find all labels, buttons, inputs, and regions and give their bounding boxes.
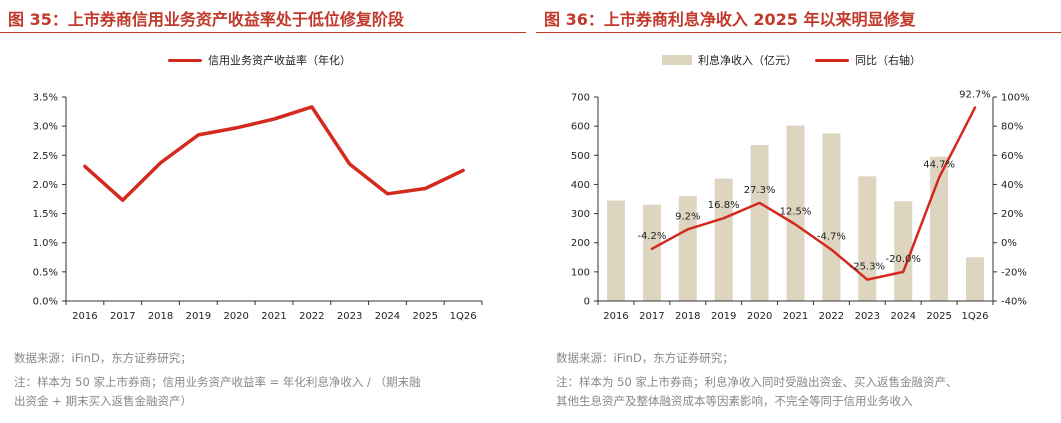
right-bar [894,201,913,301]
left-chart-svg: 0.0% 0.5% 1.0% 1.5% 2.0% 2.5% 3.0% 3.5% 2016 2017… [33,93,483,322]
right-chart-svg: 0 100 200 300 400 500 600 700 -40% -20% 0% 20% 40% 60… [571,90,1030,322]
right-x-tick-label: 2018 [675,311,700,322]
left-series-line [83,105,465,202]
left-y-tick-label: 3.0% [33,122,58,133]
right-yoy-data-label: 9.2% [675,211,700,222]
right-x-tick-label: 2017 [639,311,664,322]
left-y-tick-label: 0.5% [33,267,58,278]
right-legend-line-swatch [815,58,849,62]
left-x-tick-label: 2017 [110,311,135,322]
left-legend: 信用业务资产收益率（年化） [168,52,369,68]
left-note-line2: 出资金 + 期末买入返售金融资产） [14,394,192,408]
left-legend-label: 信用业务资产收益率（年化） [208,54,351,67]
right-note-line1: 注：样本为 50 家上市券商；利息净收入同时受融出资金、买入返售金融资产、 [556,375,958,389]
left-x-tick-label: 2024 [375,311,400,322]
right-y-left-tick-label: 100 [571,267,590,278]
right-y-left-tick-label: 400 [571,180,590,191]
left-x-tick-label: 2022 [299,311,324,322]
right-y-right-tick-label: 40% [1001,180,1023,191]
right-x-tick-label: 1Q26 [962,311,989,322]
right-y-left-tick-label: 600 [571,122,590,133]
left-x-tick-label: 2023 [337,311,362,322]
right-bar [822,133,841,301]
right-legend-line-item: 同比（右轴） [815,52,921,68]
left-y-tick-label: 2.5% [33,151,58,162]
right-yoy-line [650,106,977,281]
right-chart-panel: 图 36：上市券商利息净收入 2025 年以来明显修复 利息净收入（亿元） 同比… [536,0,1061,423]
right-bar [607,200,625,301]
right-legend-bar-item: 利息净收入（亿元） [662,52,797,68]
right-bar [786,125,805,301]
right-y-left-tick-label: 500 [571,151,590,162]
right-note-line2: 其他生息资产及整体融资成本等因素影响，不完全等同于信用业务收入 [556,394,913,408]
right-bar [966,257,984,301]
right-yoy-data-label: 12.5% [780,207,812,218]
right-y-right-tick-label: 60% [1001,151,1023,162]
right-bar [858,176,877,301]
left-legend-line-swatch [168,58,202,62]
left-chart-title: 图 35：上市券商信用业务资产收益率处于低位修复阶段 [8,10,404,29]
right-x-tick-label: 2019 [711,311,736,322]
left-y-tick-label: 2.0% [33,180,58,191]
right-chart-title: 图 36：上市券商利息净收入 2025 年以来明显修复 [544,10,916,29]
right-x-tick-label: 2016 [603,311,628,322]
left-title-rule [0,32,526,33]
right-yoy-data-label: -4.7% [817,232,846,243]
left-x-tick-label: 2016 [72,311,97,322]
right-title-rule [536,32,1061,33]
right-yoy-data-label: 27.3% [744,185,776,196]
right-legend-bar-swatch [662,55,692,65]
right-legend-line-label: 同比（右轴） [855,54,921,67]
right-yoy-data-label: 92.7% [959,90,991,101]
right-yoy-data-label: -25.3% [850,262,885,273]
left-x-tick-label: 2020 [223,311,248,322]
right-y-right-tick-label: -20% [1001,267,1027,278]
right-yoy-data-label: -20.0% [886,254,921,265]
right-bar [714,178,733,301]
right-yoy-data-label: -4.2% [637,231,666,242]
left-source: 数据来源：iFinD，东方证券研究； [14,351,192,365]
right-source: 数据来源：iFinD，东方证券研究； [556,351,734,365]
right-y-left-tick-label: 200 [571,238,590,249]
left-y-tick-label: 1.0% [33,238,58,249]
right-y-right-tick-label: 0% [1001,238,1017,249]
left-legend-item: 信用业务资产收益率（年化） [168,52,351,68]
right-y-right-tick-label: 20% [1001,209,1023,220]
left-chart-panel: 图 35：上市券商信用业务资产收益率处于低位修复阶段 信用业务资产收益率（年化）… [0,0,526,423]
left-x-tick-label: 1Q26 [450,311,477,322]
right-x-tick-label: 2020 [747,311,772,322]
right-y-left-tick-label: 0 [584,297,590,308]
left-y-tick-label: 3.5% [33,93,58,104]
right-x-tick-label: 2025 [926,311,951,322]
right-y-right-tick-label: 100% [1001,93,1030,104]
left-x-tick-label: 2025 [413,311,438,322]
right-x-tick-label: 2021 [783,311,808,322]
right-yoy-data-label: 44.7% [923,160,955,171]
left-x-tick-label: 2019 [186,311,211,322]
left-y-tick-label: 0.0% [33,297,58,308]
right-bar [750,145,769,301]
right-x-tick-label: 2023 [855,311,880,322]
right-legend: 利息净收入（亿元） 同比（右轴） [662,52,939,68]
right-y-right-tick-label: 80% [1001,122,1023,133]
right-bar [642,204,661,301]
right-x-tick-label: 2022 [819,311,844,322]
right-y-left-tick-label: 300 [571,209,590,220]
right-yoy-data-label: 16.8% [708,200,740,211]
left-note-line1: 注：样本为 50 家上市券商；信用业务资产收益率 = 年化利息净收入 / （期末… [14,375,421,389]
right-legend-bar-label: 利息净收入（亿元） [698,54,797,67]
right-y-left-tick-label: 700 [571,93,590,104]
right-y-right-tick-label: -40% [1001,297,1027,308]
left-y-tick-label: 1.5% [33,209,58,220]
left-x-tick-label: 2021 [261,311,286,322]
right-bar [678,196,697,301]
left-x-tick-label: 2018 [148,311,173,322]
right-x-tick-label: 2024 [891,311,916,322]
